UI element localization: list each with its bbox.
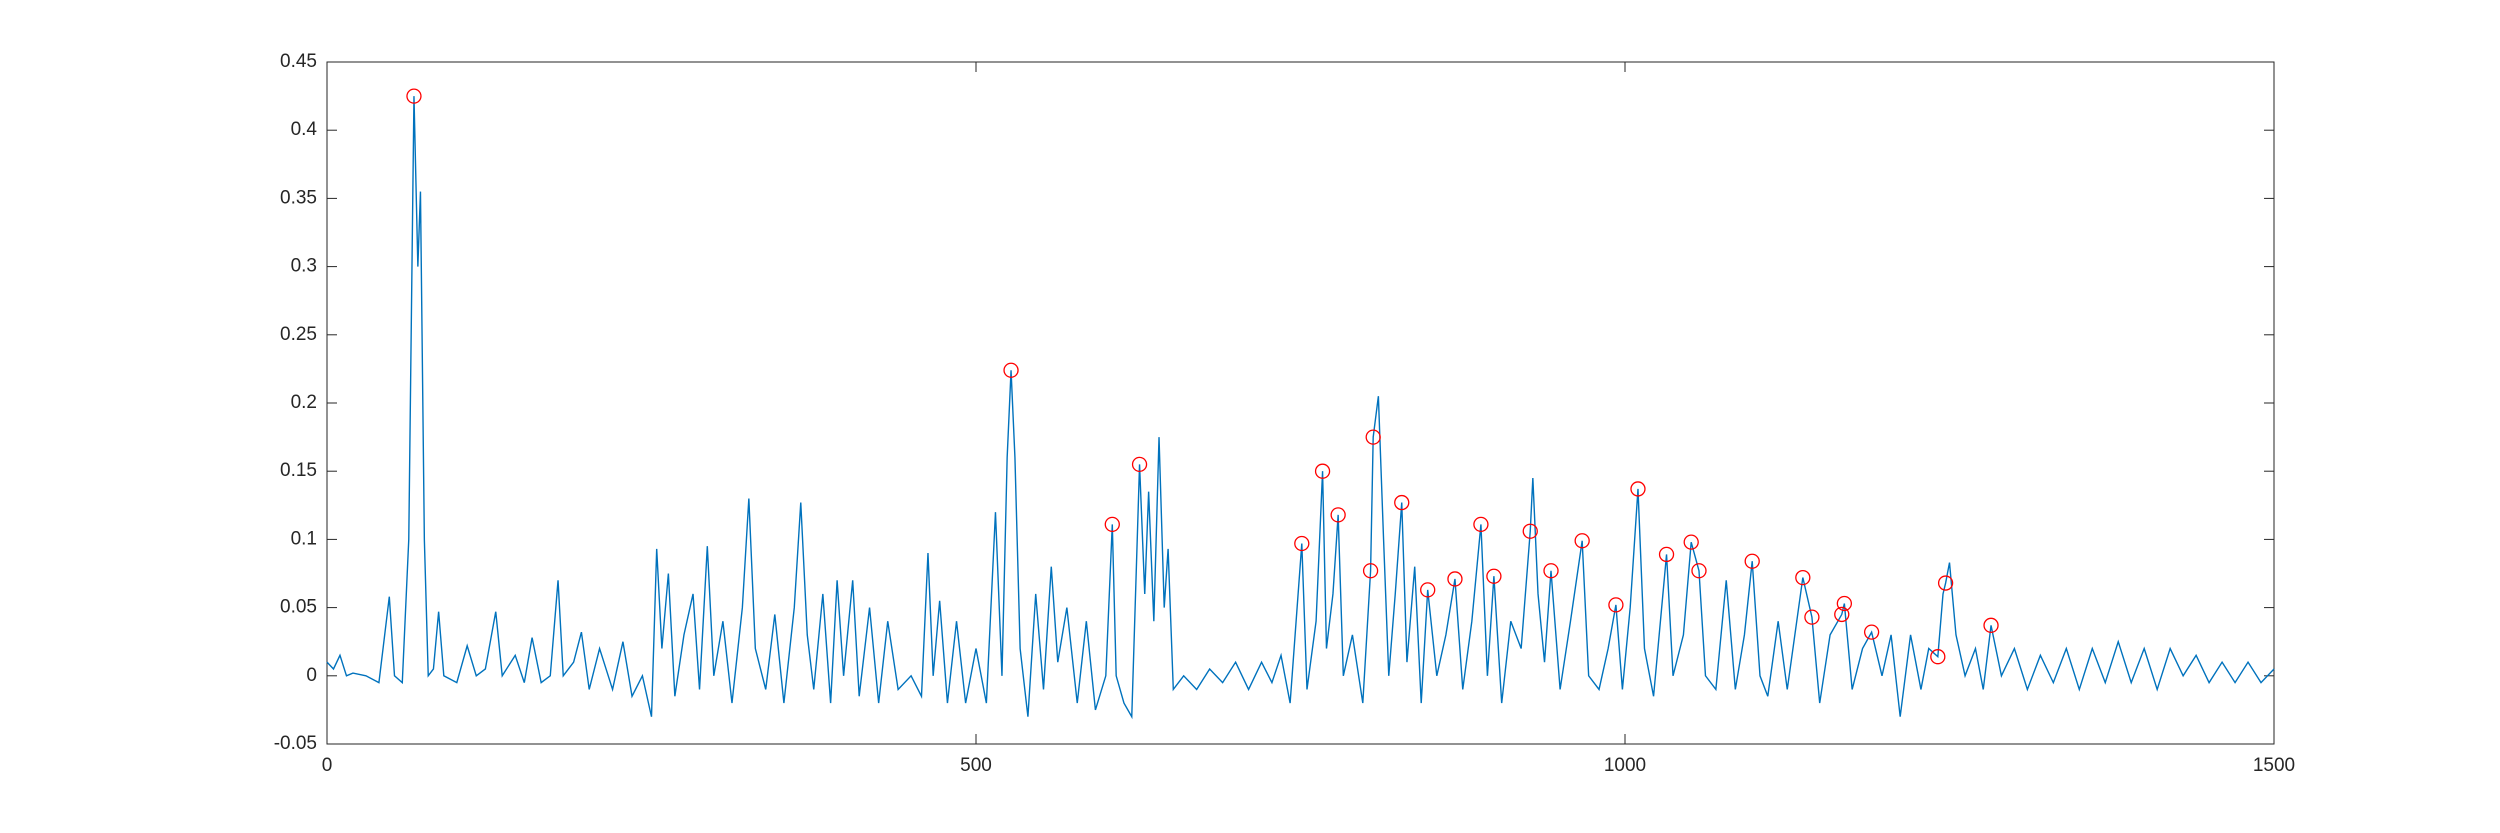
peak-marker	[1362, 563, 1379, 579]
plot-area	[326, 61, 2275, 745]
peak-marker	[1983, 617, 1999, 633]
peak-marker	[1365, 429, 1381, 445]
peak-marker	[1836, 595, 1853, 612]
peak-marker	[1608, 597, 1624, 613]
peak-marker	[1003, 362, 1019, 378]
peak-marker	[1795, 569, 1811, 586]
y-tick-label: 0.2	[291, 392, 317, 413]
y-tick-label: 0	[306, 665, 317, 686]
y-tick-label: 0.45	[280, 51, 317, 72]
y-tick-label: 0.15	[280, 460, 317, 481]
peak-marker	[1104, 516, 1120, 533]
peak-marker	[1314, 463, 1331, 479]
peak-marker	[1744, 553, 1760, 569]
peak-marker	[1543, 563, 1559, 579]
y-tick-label: 0.05	[280, 597, 317, 618]
signal-line	[326, 96, 2275, 720]
peak-marker	[1294, 535, 1310, 552]
peak-marker	[1630, 481, 1646, 497]
peak-marker	[406, 88, 422, 104]
x-tick-label: 1500	[2253, 755, 2295, 776]
y-tick-label: 0.3	[291, 256, 317, 277]
peak-marker	[1937, 575, 1954, 591]
peak-marker	[1394, 494, 1410, 511]
peak-marker	[1131, 456, 1148, 473]
peak-marker	[1683, 534, 1699, 550]
y-tick-label: 0.35	[280, 187, 317, 208]
y-tick-label: 0.25	[280, 324, 317, 345]
y-tick-label: 0.1	[291, 528, 317, 549]
peak-marker	[1574, 533, 1590, 549]
peak-marker	[1834, 606, 1850, 623]
peak-marker	[1691, 563, 1707, 579]
peak-marker	[1930, 649, 1946, 665]
peak-marker	[1330, 507, 1346, 523]
x-tick-label: 500	[960, 755, 992, 776]
peak-marker	[1863, 624, 1880, 640]
y-tick-label: -0.05	[274, 733, 317, 754]
peak-marker	[1447, 571, 1463, 587]
peak-marker	[1658, 546, 1675, 563]
y-tick-label: 0.4	[291, 119, 318, 140]
peak-marker	[1522, 523, 1538, 539]
x-tick-label: 0	[322, 755, 333, 776]
peak-marker	[1486, 568, 1502, 584]
peak-marker	[1420, 582, 1436, 598]
x-tick-label: 1000	[1604, 755, 1646, 776]
peak-marker	[1804, 609, 1820, 625]
peak-marker	[1473, 516, 1489, 533]
